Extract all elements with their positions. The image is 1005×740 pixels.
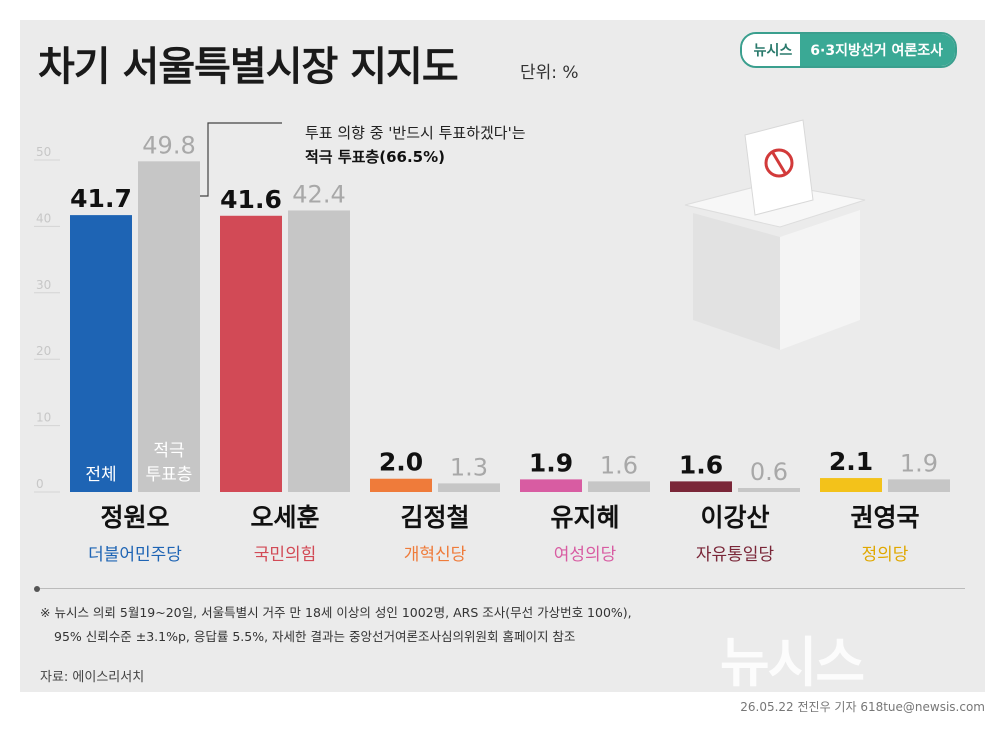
data-label-total-4: 1.6 [679, 450, 723, 479]
news-badge: 뉴시스 6·3지방선거 여론조사 [739, 32, 957, 68]
party-label-3: 여성의당 [554, 545, 617, 565]
data-label-active-0: 49.8 [142, 131, 195, 159]
data-label-total-3: 1.9 [529, 448, 573, 477]
ballot-mark-icon [764, 148, 794, 178]
footnote-line1: ※ 뉴시스 의뢰 5월19~20일, 서울특별시 거주 만 18세 이상의 성인… [40, 605, 632, 620]
source-label: 자료: 에이스리서치 [40, 670, 145, 685]
bar-total-1 [220, 215, 282, 492]
party-label-5: 정의당 [862, 545, 909, 565]
ballot-paper [744, 119, 814, 216]
bar-active-5 [888, 479, 950, 492]
category-label-5: 권영국 [850, 503, 919, 532]
bar-label-active-2: 투표층 [146, 465, 193, 485]
data-label-active-4: 0.6 [750, 458, 788, 486]
party-label-4: 자유통일당 [696, 545, 775, 565]
y-tick-label-3: 30 [36, 278, 51, 292]
ballot-box-left [693, 213, 780, 350]
badge-topic: 6·3지방선거 여론조사 [800, 34, 955, 66]
party-label-1: 국민의힘 [254, 545, 317, 565]
unit-label: 단위: % [520, 63, 579, 83]
category-label-3: 유지혜 [550, 503, 619, 532]
y-tick-label-4: 40 [36, 211, 51, 225]
bar-total-2 [370, 478, 432, 492]
ballot-box-right [780, 210, 860, 350]
category-label-1: 오세훈 [250, 503, 319, 532]
footnote-bullet [34, 586, 40, 592]
bar-active-2 [438, 483, 500, 492]
category-label-0: 정원오 [100, 503, 169, 532]
data-label-active-1: 42.4 [292, 180, 345, 208]
data-label-total-1: 41.6 [220, 185, 282, 214]
y-tick-label-0: 0 [36, 477, 44, 491]
data-label-total-5: 2.1 [829, 447, 873, 476]
footnote-divider [40, 588, 965, 589]
bar-active-3 [588, 481, 650, 492]
watermark-logo: 뉴시스 [720, 631, 865, 694]
chart-panel: 차기 서울특별시장 지지도 단위: % 뉴시스 6·3지방선거 여론조사 투표 … [20, 20, 985, 694]
data-label-active-5: 1.9 [900, 449, 938, 477]
category-label-2: 김정철 [400, 503, 469, 532]
data-label-active-3: 1.6 [600, 451, 638, 479]
party-label-0: 더불어민주당 [88, 545, 182, 565]
bar-total-4 [670, 481, 732, 492]
data-label-active-2: 1.3 [450, 453, 488, 481]
bar-active-4 [738, 488, 800, 492]
ballot-mark-stroke [771, 152, 787, 174]
bar-active-0 [138, 161, 200, 492]
badge-publisher: 뉴시스 [741, 34, 801, 66]
bar-total-5 [820, 478, 882, 492]
bar-total-3 [520, 479, 582, 492]
credit-line: 26.05.22 전진우 기자 618tue@newsis.com [740, 700, 985, 714]
bar-total-0 [70, 215, 132, 492]
y-tick-label-1: 10 [36, 411, 51, 425]
footnote-line2: 95% 신뢰수준 ±3.1%p, 응답률 5.5%, 자세한 결과는 중앙선거여… [54, 629, 576, 644]
y-tick-label-2: 20 [36, 344, 51, 358]
data-label-total-2: 2.0 [379, 448, 423, 477]
annotation-line1: 투표 의향 중 '반드시 투표하겠다'는 [305, 124, 526, 142]
chart-title: 차기 서울특별시장 지지도 [38, 44, 459, 90]
bar-label-total: 전체 [85, 465, 116, 485]
category-label-4: 이강산 [700, 503, 769, 532]
bar-label-active-1: 적극 [153, 441, 184, 461]
party-label-2: 개혁신당 [404, 545, 467, 565]
y-tick-label-5: 50 [36, 145, 51, 159]
annotation-line2: 적극 투표층(66.5%) [305, 148, 445, 166]
bar-active-1 [288, 210, 350, 493]
data-label-total-0: 41.7 [70, 184, 132, 213]
